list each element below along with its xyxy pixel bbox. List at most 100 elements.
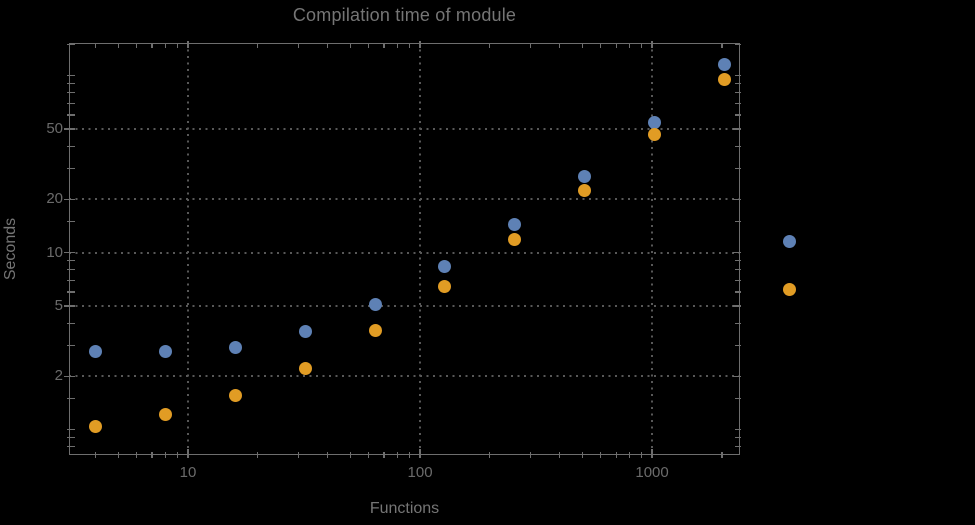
data-point-series-1-blue — [159, 345, 172, 359]
x-minor-tick — [349, 451, 351, 458]
data-point-series-1-blue — [717, 57, 731, 71]
y-minor-tick — [734, 83, 741, 85]
y-minor-tick — [67, 322, 75, 324]
x-minor-tick — [95, 451, 97, 458]
data-point-series-2-orange — [298, 361, 312, 375]
data-point-series-1-blue — [228, 341, 242, 355]
x-minor-tick — [298, 451, 300, 458]
data-point-series-1-blue — [578, 169, 592, 183]
y-minor-tick — [67, 43, 75, 46]
y-minor-tick — [734, 75, 741, 77]
x-minor-tick — [164, 43, 167, 48]
y-minor-tick — [67, 92, 75, 94]
x-minor-tick — [408, 43, 410, 48]
y-minor-tick — [734, 92, 741, 94]
y-minor-tick — [67, 167, 75, 169]
x-minor-tick — [151, 451, 153, 458]
x-axis-title: Functions — [369, 500, 440, 517]
y-minor-tick — [734, 279, 741, 281]
x-tick-label: 10 — [179, 464, 197, 481]
y-minor-tick — [67, 429, 75, 431]
legend-marker-2 — [783, 282, 796, 296]
y-major-tick — [64, 252, 75, 254]
x-minor-tick — [581, 43, 583, 48]
grid-line-x — [419, 43, 422, 455]
x-tick-label: 100 — [407, 464, 433, 481]
x-minor-tick — [559, 43, 561, 48]
x-minor-tick — [559, 451, 561, 458]
chart-title: Compilation time of module — [292, 5, 517, 25]
x-major-tick — [419, 449, 421, 458]
y-tick-label: 20 — [46, 190, 63, 208]
x-minor-tick — [164, 451, 167, 458]
data-point-series-2-orange — [717, 72, 731, 86]
x-minor-tick — [615, 43, 617, 48]
grid-line-x — [651, 43, 654, 455]
x-minor-tick — [383, 451, 385, 458]
x-minor-tick — [599, 451, 602, 458]
x-minor-tick — [640, 43, 643, 48]
y-major-tick — [64, 375, 75, 378]
y-major-tick — [733, 252, 741, 254]
x-major-tick — [651, 41, 653, 48]
x-tick-label: 1000 — [635, 464, 669, 481]
y-minor-tick — [734, 322, 741, 324]
x-minor-tick — [640, 451, 643, 458]
data-point-series-2-orange — [438, 279, 452, 293]
x-minor-tick — [489, 451, 491, 458]
grid-line-y — [69, 251, 740, 254]
y-tick-label: 5 — [54, 297, 63, 314]
y-minor-tick — [734, 102, 741, 104]
x-minor-tick — [599, 43, 602, 48]
data-point-series-2-orange — [159, 407, 172, 421]
data-point-series-1-blue — [298, 325, 312, 339]
y-minor-tick — [67, 145, 75, 147]
y-minor-tick — [734, 291, 741, 293]
x-minor-tick — [176, 43, 178, 48]
y-minor-tick — [734, 43, 741, 46]
x-minor-tick — [367, 451, 370, 458]
x-minor-tick — [95, 43, 97, 48]
y-tick-label: 10 — [46, 243, 63, 261]
grid-line-y — [69, 375, 740, 378]
x-minor-tick — [257, 43, 259, 48]
data-point-series-1-blue — [647, 115, 661, 129]
y-minor-tick — [67, 220, 75, 223]
x-minor-tick — [530, 451, 532, 458]
x-minor-tick — [135, 451, 138, 458]
x-minor-tick — [327, 43, 329, 48]
y-minor-tick — [734, 446, 741, 448]
y-minor-tick — [734, 437, 741, 439]
y-minor-tick — [67, 114, 75, 116]
y-major-tick — [733, 305, 741, 307]
x-major-tick — [651, 449, 653, 458]
grid-line-y — [69, 305, 740, 307]
x-minor-tick — [257, 451, 259, 458]
x-minor-tick — [530, 43, 532, 48]
grid-line-y — [69, 198, 740, 201]
y-minor-tick — [734, 269, 741, 271]
data-point-series-2-orange — [508, 232, 522, 246]
x-minor-tick — [135, 43, 138, 48]
data-point-series-1-blue — [438, 259, 452, 273]
legend-marker-1 — [783, 234, 796, 248]
y-minor-tick — [67, 446, 75, 448]
x-minor-tick — [581, 451, 583, 458]
y-minor-tick — [734, 167, 741, 169]
y-minor-tick — [734, 397, 741, 400]
y-minor-tick — [734, 260, 741, 262]
x-minor-tick — [615, 451, 617, 458]
y-minor-tick — [67, 437, 75, 439]
data-point-series-2-orange — [368, 323, 382, 337]
x-minor-tick — [176, 451, 178, 458]
x-minor-tick — [628, 451, 631, 458]
data-point-series-1-blue — [508, 217, 522, 231]
y-major-tick — [64, 198, 75, 201]
y-minor-tick — [67, 83, 75, 85]
y-minor-tick — [67, 279, 75, 281]
y-minor-tick — [67, 344, 75, 346]
y-tick-label: 2 — [54, 367, 63, 385]
y-minor-tick — [67, 397, 75, 400]
data-point-series-2-orange — [578, 183, 592, 197]
